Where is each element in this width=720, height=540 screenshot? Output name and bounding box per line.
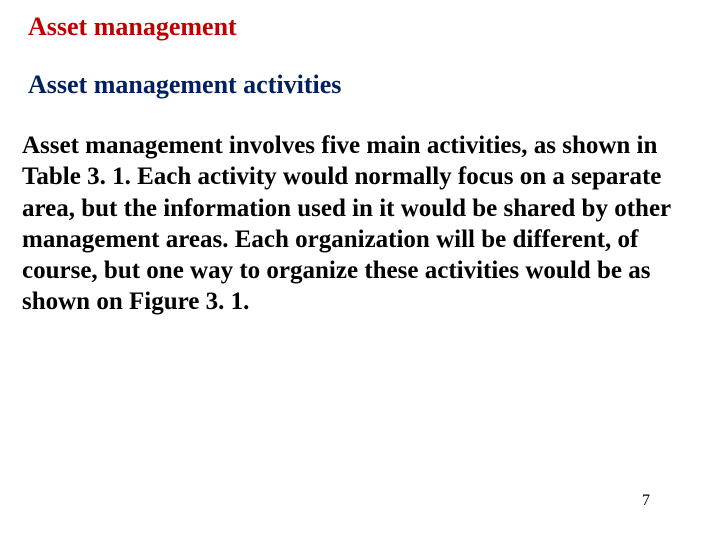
page-number: 7 — [642, 492, 650, 510]
slide-title: Asset management — [28, 12, 237, 42]
slide-body: Asset management involves five main acti… — [22, 130, 690, 318]
slide: Asset management Asset management activi… — [0, 0, 720, 540]
slide-subtitle: Asset management activities — [28, 70, 341, 100]
